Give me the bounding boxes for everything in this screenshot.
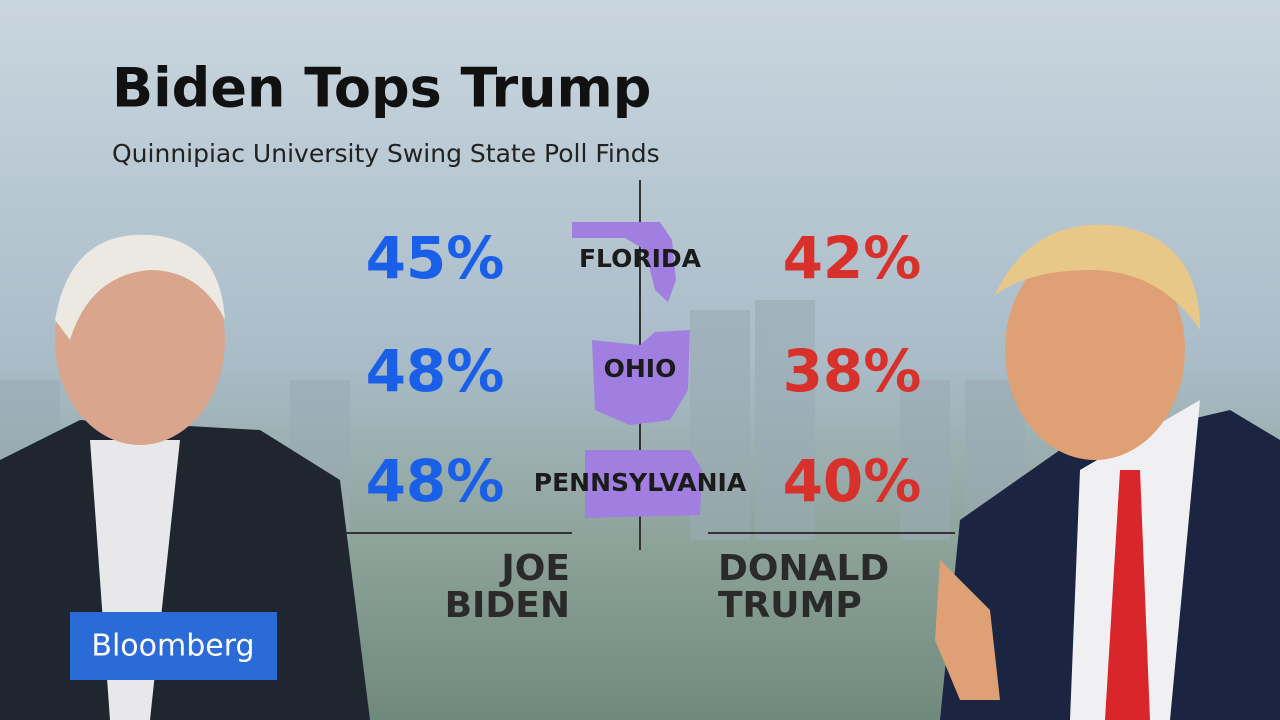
- trump-percent: 38%: [783, 337, 922, 405]
- subtitle: Quinnipiac University Swing State Poll F…: [112, 139, 660, 168]
- pennsylvania-shape: [585, 450, 702, 518]
- candidate-name: DONALD: [718, 548, 889, 589]
- logo: Bloomberg: [91, 629, 254, 664]
- candidate-name: TRUMP: [718, 585, 862, 626]
- biden-percent: 48%: [366, 337, 505, 405]
- trump-percent: 42%: [783, 224, 922, 292]
- title: Biden Tops Trump: [112, 57, 651, 120]
- ohio-shape: [592, 330, 690, 425]
- biden-percent: 45%: [366, 224, 505, 292]
- state-label: PENNSYLVANIA: [534, 468, 747, 497]
- candidate-name: JOE: [498, 548, 570, 589]
- logo-box: [70, 612, 277, 680]
- florida-shape: [572, 222, 676, 302]
- candidate-name: BIDEN: [445, 585, 570, 626]
- trump-percent: 40%: [783, 447, 922, 515]
- trump-photo: [935, 224, 1280, 720]
- state-label: OHIO: [604, 354, 677, 383]
- state-label: FLORIDA: [579, 244, 702, 273]
- skyline: [0, 300, 1025, 540]
- biden-percent: 48%: [366, 447, 505, 515]
